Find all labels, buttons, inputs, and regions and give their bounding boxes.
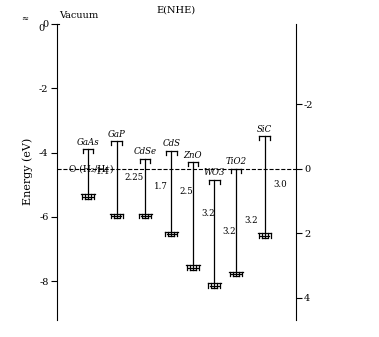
- Text: 1.4: 1.4: [96, 167, 110, 176]
- Text: 3.0: 3.0: [273, 180, 287, 189]
- Text: O (H₂/H⁺): O (H₂/H⁺): [69, 164, 113, 173]
- Text: TiO2: TiO2: [226, 157, 246, 166]
- Text: SiC: SiC: [257, 125, 272, 134]
- Y-axis label: Energy (eV): Energy (eV): [23, 138, 33, 206]
- Text: 2.25: 2.25: [125, 173, 144, 182]
- Text: E(NHE): E(NHE): [157, 6, 196, 15]
- Text: GaP: GaP: [108, 130, 125, 139]
- Text: 2.5: 2.5: [180, 187, 194, 196]
- Text: Vacuum: Vacuum: [59, 11, 99, 20]
- Text: ZnO: ZnO: [184, 151, 202, 160]
- Text: 0: 0: [39, 24, 45, 33]
- Text: 3.2: 3.2: [244, 216, 258, 225]
- Text: WO3: WO3: [204, 168, 225, 177]
- Text: CdS: CdS: [163, 139, 180, 148]
- Text: GaAs: GaAs: [77, 138, 99, 147]
- Text: 3.2: 3.2: [223, 227, 236, 236]
- Text: 1.7: 1.7: [153, 182, 168, 191]
- Text: ≈: ≈: [21, 13, 28, 22]
- Text: 3.2: 3.2: [201, 209, 215, 218]
- Text: CdSe: CdSe: [134, 147, 157, 156]
